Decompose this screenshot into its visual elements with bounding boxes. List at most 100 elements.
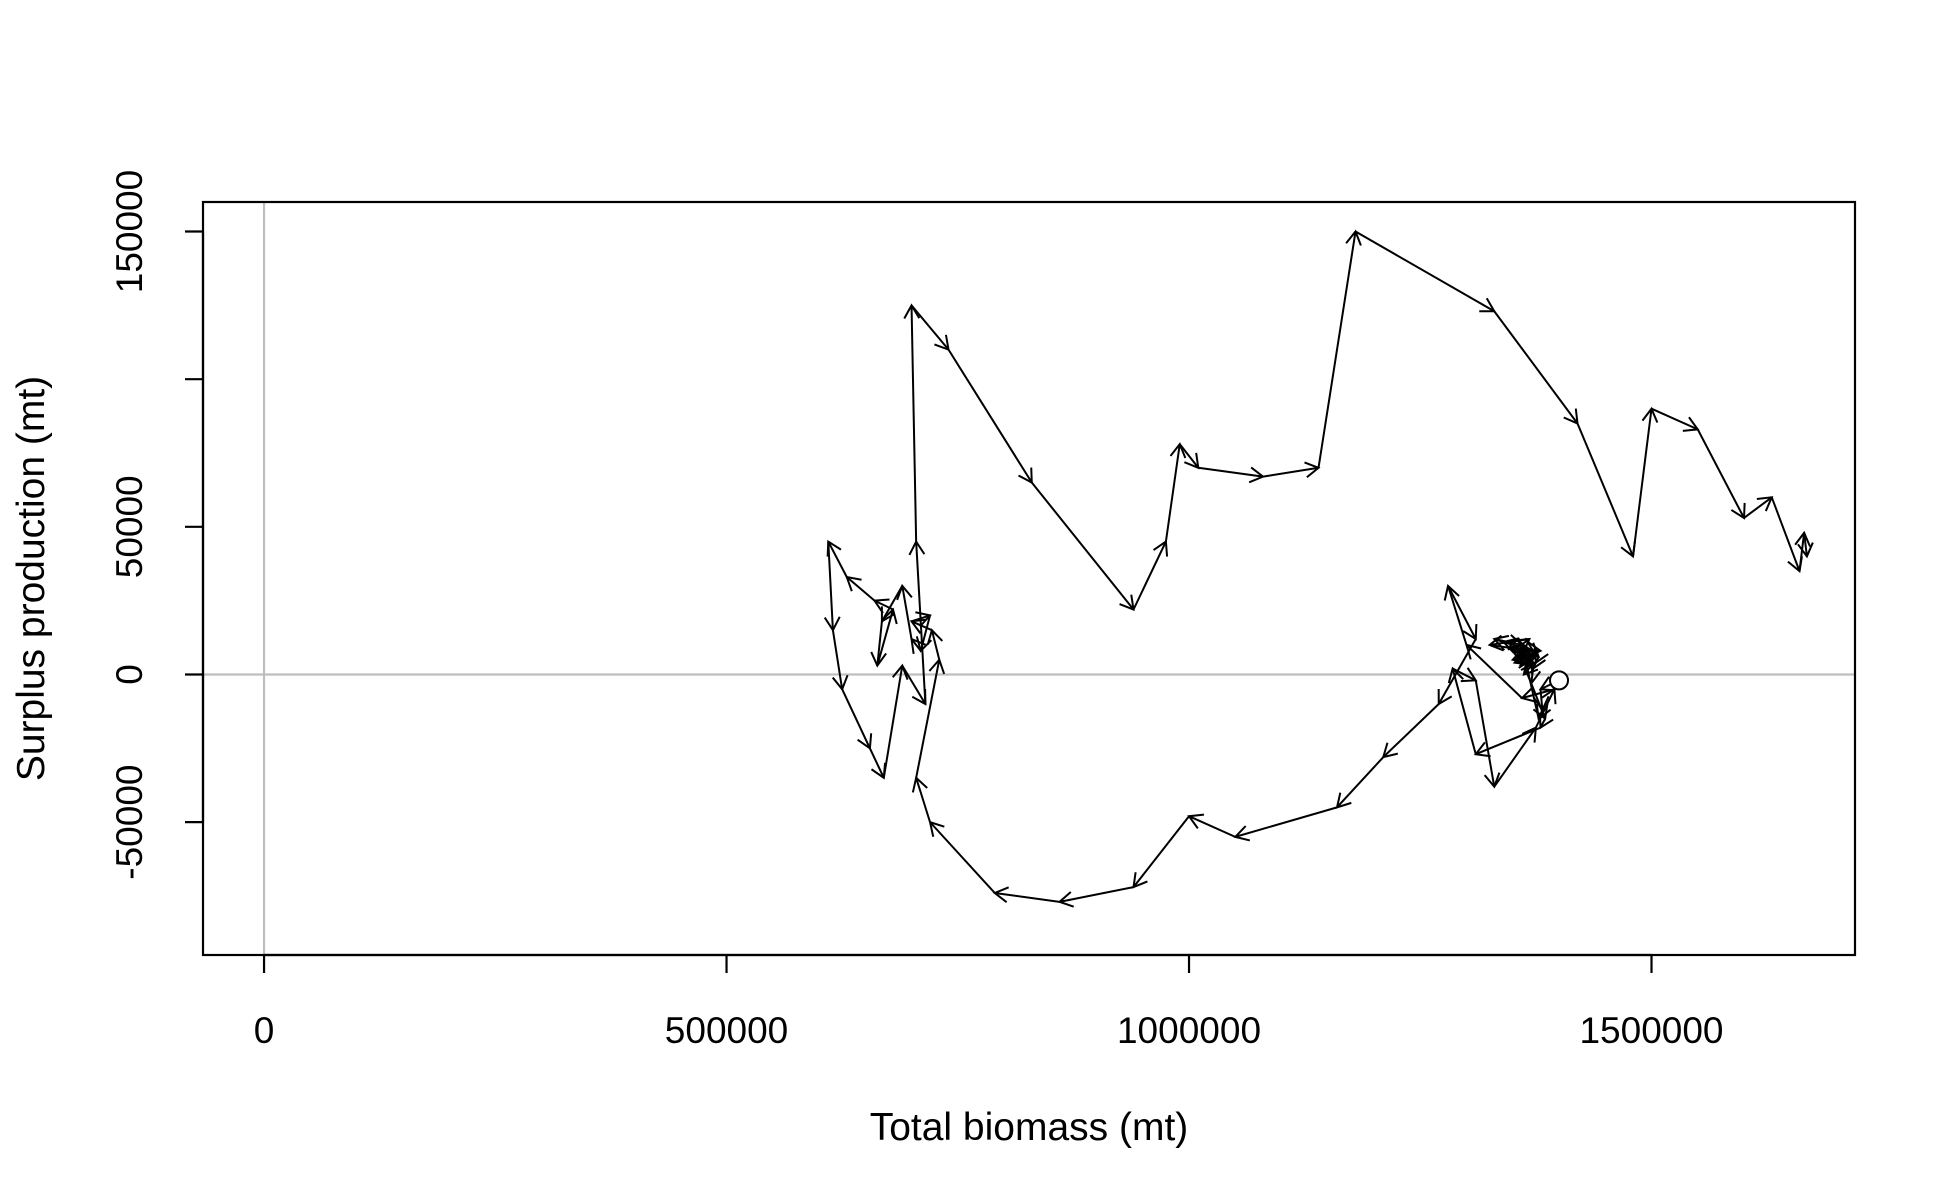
start-marker [1549, 670, 1570, 691]
trajectory-arrow [868, 747, 887, 780]
start-point-circle [1549, 670, 1570, 691]
arrow-shaft [1651, 407, 1699, 431]
arrow-shaft [881, 585, 904, 622]
arrow-shaft [1474, 680, 1496, 787]
x-tick-label: 1500000 [1579, 1010, 1723, 1051]
arrow-shaft [1336, 756, 1384, 809]
arrow-shaft [1382, 703, 1440, 758]
trajectory-arrow [910, 304, 950, 352]
arrow-shaft [1132, 541, 1167, 610]
trajectory-arrow [1474, 680, 1501, 789]
trajectory-arrow [1335, 756, 1384, 809]
arrow-shaft [1317, 231, 1357, 468]
trajectory-arrow [1317, 229, 1362, 468]
trajectory-arrow [1132, 539, 1169, 610]
trajectory-arrow [1057, 886, 1134, 908]
arrow-shaft [1530, 668, 1535, 684]
arrow-shaft [1489, 643, 1532, 652]
y-tick-label: -50000 [109, 765, 150, 880]
trajectory-arrow [926, 628, 944, 660]
y-tick-label: 0 [109, 664, 150, 685]
plot-frame [201, 200, 1857, 957]
trajectory-arrow [882, 663, 909, 778]
arrow-shaft [1437, 638, 1477, 705]
arrow-shaft [1234, 806, 1338, 838]
arrow-shaft [1465, 644, 1523, 699]
trajectory-arrow [841, 688, 873, 751]
trajectory-arrow [1743, 496, 1774, 519]
arrow-shaft [1059, 886, 1134, 903]
trajectory-arrow [1576, 423, 1636, 559]
arrow-shaft [910, 304, 950, 351]
x-axis-title: Total biomass (mt) [870, 1106, 1189, 1149]
trajectory-arrow [901, 665, 927, 706]
arrow-shaft [1798, 532, 1806, 572]
trajectory-arrow [1233, 806, 1338, 842]
trajectory-arrow [1651, 407, 1700, 432]
arrow-shaft [1489, 638, 1530, 646]
arrow-shaft [1164, 444, 1181, 542]
arrow-shaft [1475, 726, 1541, 756]
arrow-shaft [1770, 496, 1801, 572]
arrow-shaft [1198, 466, 1264, 478]
arrow-shaft [994, 891, 1060, 903]
arrow-shaft [1262, 466, 1319, 478]
trajectory-arrow [1164, 442, 1187, 542]
arrow-shaft [1493, 310, 1579, 425]
y-tick-label: 50000 [109, 475, 150, 578]
arrow-shaft [1632, 408, 1653, 557]
arrow-shaft [1803, 532, 1808, 557]
arrow-shaft [1493, 727, 1537, 788]
x-tick-label: 500000 [665, 1010, 788, 1051]
arrow-shaft [910, 638, 922, 652]
x-tick-label: 1000000 [1117, 1010, 1261, 1051]
arrow-shaft [874, 599, 894, 611]
trajectory-arrow [1030, 481, 1135, 612]
arrow-shaft [915, 777, 931, 823]
trajectory [823, 229, 1814, 908]
arrow-shaft [910, 305, 918, 542]
arrow-shaft [841, 688, 871, 749]
arrow-shaft [1743, 496, 1773, 519]
arrow-shaft [827, 541, 848, 578]
arrow-shaft [915, 541, 927, 705]
trajectory-arrow [947, 349, 1033, 485]
arrow-shaft [901, 585, 913, 640]
trajectory-arrow [1632, 406, 1659, 557]
trajectory-arrow [1797, 532, 1814, 559]
trajectory-arrow [1355, 230, 1496, 313]
arrow-shaft [1696, 428, 1745, 519]
trajectory-arrow [1493, 725, 1538, 788]
arrow-shaft [868, 747, 885, 779]
arrow-shaft [1030, 481, 1135, 611]
arrow-shaft [1452, 667, 1477, 682]
arrow-shaft [1521, 688, 1555, 700]
arrow-head [1797, 542, 1814, 559]
arrow-shaft [876, 609, 894, 666]
arrow-shaft [915, 659, 941, 779]
trajectory-arrow [1493, 310, 1579, 426]
trajectory-arrow [831, 630, 849, 692]
trajectory-arrow [1198, 466, 1265, 484]
arrow-shaft [1132, 815, 1190, 888]
y-axis-title: Surplus production (mt) [10, 376, 53, 781]
arrow-shaft [827, 541, 834, 631]
arrow-shaft [1522, 659, 1533, 675]
arrow-shaft [947, 349, 1033, 484]
trajectory-arrow [1696, 428, 1746, 520]
y-axis: -50000 0 50000 150000 [109, 170, 205, 880]
trajectory-arrow [1534, 687, 1557, 729]
trajectory-arrow [1770, 496, 1803, 573]
trajectory-arrow [992, 886, 1060, 903]
trajectory-arrow [1262, 461, 1321, 478]
trajectory-arrow [911, 775, 931, 823]
trajectory-arrow [1178, 443, 1200, 470]
arrow-shaft [1576, 423, 1634, 557]
arrow-shaft [882, 665, 904, 778]
arrow-shaft [846, 576, 876, 602]
y-tick-label: 150000 [109, 170, 150, 293]
trajectory-arrow [915, 657, 946, 779]
arrow-shaft [901, 665, 927, 705]
arrow-shaft [1447, 585, 1468, 646]
